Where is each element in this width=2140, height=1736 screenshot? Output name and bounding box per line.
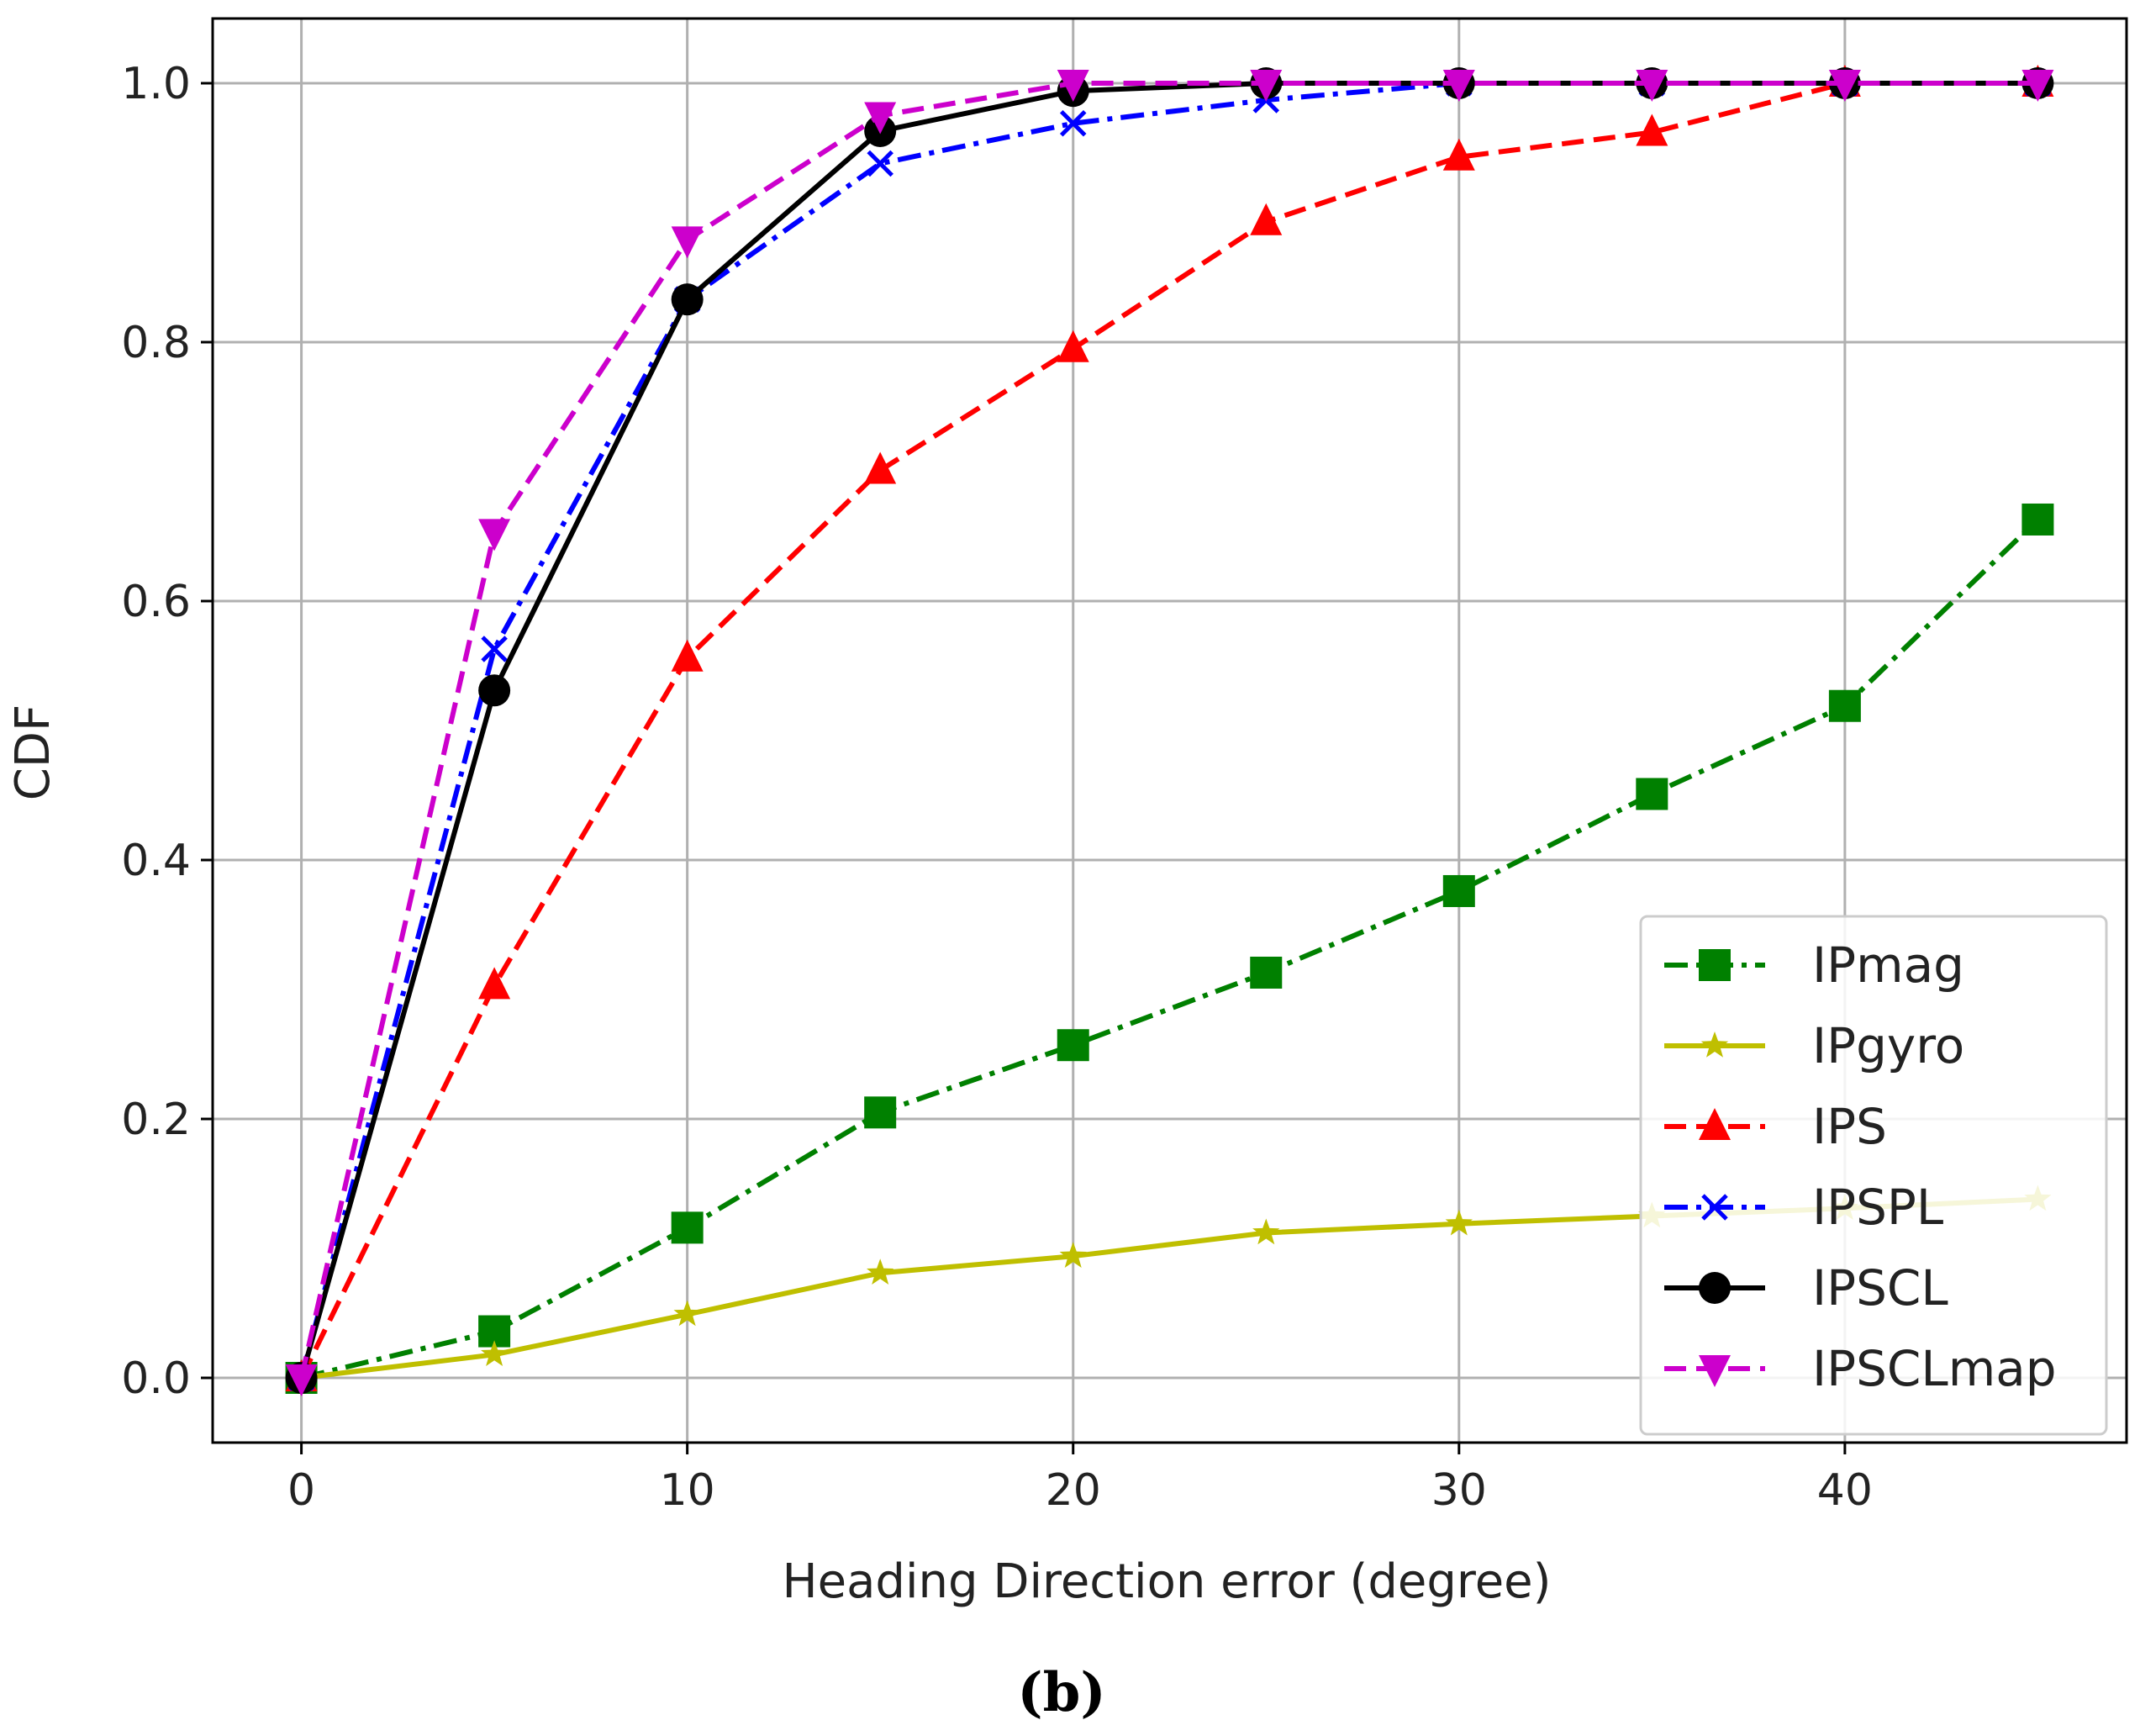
legend-swatch-marker bbox=[1699, 1108, 1731, 1140]
x-tick-label: 10 bbox=[660, 1465, 715, 1516]
data-point-ipsclmap bbox=[2021, 70, 2054, 102]
series-ipsclmap bbox=[285, 70, 2054, 1396]
x-tick-label: 0 bbox=[287, 1465, 315, 1516]
x-stroke bbox=[1701, 1194, 1728, 1221]
x-axis: 0 10 20 30 40 bbox=[287, 1443, 1873, 1516]
x-tick-label: 20 bbox=[1046, 1465, 1101, 1516]
data-point-ipmag bbox=[1636, 778, 1668, 810]
series-line-ipspl bbox=[298, 81, 2038, 1379]
x-axis-label: Heading Direction error (degree) bbox=[783, 1554, 1552, 1609]
legend-label: IPSCL bbox=[1812, 1259, 1948, 1317]
data-point-ipsclmap bbox=[671, 226, 704, 259]
data-point-ipmag bbox=[1057, 1029, 1089, 1062]
series-line-ipsclmap bbox=[298, 81, 2038, 1379]
data-point-ips bbox=[671, 639, 704, 672]
x-tick-label: 40 bbox=[1817, 1465, 1873, 1516]
series-layer bbox=[285, 65, 2054, 1396]
data-point-ipmag bbox=[1442, 874, 1475, 907]
legend-swatch-marker bbox=[1701, 1194, 1728, 1221]
data-point-ipspl bbox=[1059, 109, 1087, 137]
data-point-ipsclmap bbox=[864, 102, 897, 135]
data-point-ipmag bbox=[864, 1096, 897, 1129]
legend: IPmag IPgyro IPS IPSPL IPSCL IPSCLmap bbox=[1639, 915, 2108, 1436]
data-point-ipspl bbox=[481, 636, 508, 662]
legend-swatch-marker bbox=[1699, 1355, 1731, 1387]
data-point-ipsclmap bbox=[1250, 70, 1283, 102]
data-point-ipmag bbox=[1250, 956, 1283, 989]
data-point-ipsclmap bbox=[1057, 70, 1089, 102]
x-stroke bbox=[867, 150, 893, 177]
y-tick-label: 1.0 bbox=[121, 59, 191, 109]
legend-swatch-marker bbox=[1699, 949, 1731, 981]
y-tick-label: 0.2 bbox=[121, 1095, 191, 1145]
legend-item-ipspl: IPSPL bbox=[1664, 1179, 1943, 1236]
y-tick-label: 0.0 bbox=[121, 1353, 191, 1404]
x-stroke bbox=[1059, 109, 1087, 137]
data-point-ipgyro bbox=[673, 1300, 701, 1327]
y-tick-label: 0.8 bbox=[121, 318, 191, 368]
data-point-ipmag bbox=[671, 1211, 704, 1244]
legend-label: IPSCLmap bbox=[1812, 1340, 2057, 1397]
data-point-ipgyro bbox=[1059, 1242, 1087, 1268]
series-line-ipmag bbox=[300, 517, 2040, 1380]
y-tick-label: 0.6 bbox=[121, 577, 191, 627]
legend-label: IPS bbox=[1812, 1098, 1887, 1155]
series-line-ips bbox=[298, 81, 2038, 1380]
data-point-ips bbox=[864, 451, 897, 484]
x-tick-label: 30 bbox=[1431, 1465, 1487, 1516]
data-point-ipsclmap bbox=[1442, 70, 1475, 102]
legend-label: IPSPL bbox=[1812, 1179, 1943, 1236]
legend-label: IPmag bbox=[1812, 937, 1964, 994]
y-tick-label: 0.4 bbox=[121, 836, 191, 886]
legend-item-ipmag: IPmag bbox=[1664, 937, 1964, 994]
y-axis: 0.0 0.2 0.4 0.6 0.8 1.0 bbox=[121, 59, 213, 1404]
data-point-ipscl bbox=[671, 283, 704, 316]
data-point-ipsclmap bbox=[285, 1364, 318, 1396]
legend-swatch-marker bbox=[1699, 1272, 1731, 1304]
data-point-ips bbox=[1250, 203, 1283, 235]
data-point-ipgyro bbox=[481, 1340, 509, 1366]
data-point-ipgyro bbox=[1252, 1218, 1280, 1245]
legend-swatch-marker bbox=[1700, 1032, 1729, 1058]
data-point-ipsclmap bbox=[478, 519, 511, 551]
legend-item-ipsclmap: IPSCLmap bbox=[1664, 1340, 2057, 1397]
data-point-ipmag bbox=[2021, 503, 2054, 536]
legend-item-ips: IPS bbox=[1664, 1098, 1887, 1155]
figure-caption: (b) bbox=[1017, 1661, 1105, 1724]
data-point-ips bbox=[478, 967, 511, 1000]
y-axis-label: CDF bbox=[6, 704, 61, 800]
legend-item-ipgyro: IPgyro bbox=[1664, 1017, 1964, 1074]
legend-item-ipscl: IPSCL bbox=[1664, 1259, 1948, 1317]
data-point-ipscl bbox=[478, 674, 511, 707]
data-point-ipmag bbox=[1828, 689, 1861, 722]
data-point-ipsclmap bbox=[1636, 70, 1668, 102]
data-point-ips bbox=[1057, 330, 1089, 362]
data-point-ipgyro bbox=[1445, 1209, 1473, 1236]
data-point-ipsclmap bbox=[1828, 70, 1861, 102]
data-point-ipspl bbox=[867, 150, 893, 177]
legend-label: IPgyro bbox=[1812, 1017, 1964, 1074]
plot-frame bbox=[211, 17, 2128, 1444]
data-point-ips bbox=[1442, 138, 1475, 171]
x-stroke bbox=[481, 636, 508, 662]
data-point-ips bbox=[1636, 113, 1668, 146]
data-point-ipgyro bbox=[867, 1258, 894, 1285]
